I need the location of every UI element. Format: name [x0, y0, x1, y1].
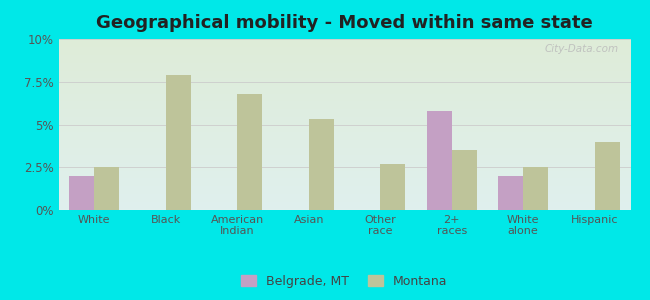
Bar [380, 164, 406, 210]
Bar [166, 75, 191, 210]
Bar [595, 142, 620, 210]
Bar [452, 150, 476, 210]
Bar [94, 167, 120, 210]
Bar [309, 119, 334, 210]
Legend: Belgrade, MT, Montana: Belgrade, MT, Montana [237, 270, 452, 293]
Bar [237, 94, 262, 210]
Bar [499, 176, 523, 210]
Bar [523, 167, 548, 210]
Title: Geographical mobility - Moved within same state: Geographical mobility - Moved within sam… [96, 14, 593, 32]
Bar [427, 111, 452, 210]
Text: City-Data.com: City-Data.com [545, 44, 619, 54]
Bar [69, 176, 94, 210]
